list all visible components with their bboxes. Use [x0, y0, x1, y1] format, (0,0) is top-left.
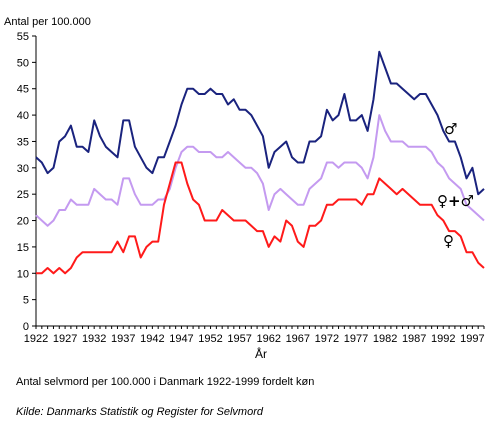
y-axis-ticks: 0 5 10 15 20 25 30 35 40 45 50 55: [17, 31, 36, 333]
suicide-rate-chart: Antal per 100.000 0 5 10 15 20 25 30 35 40 45 50 55…: [4, 16, 485, 361]
series-label-male: ♂: [444, 120, 457, 138]
x-tick-label: 1937: [111, 333, 135, 345]
y-tick-label: 10: [17, 268, 29, 280]
x-tick-label: 1982: [373, 333, 397, 345]
y-tick-label: 5: [23, 295, 29, 307]
y-tick-label: 30: [17, 163, 29, 175]
y-tick-label: 25: [17, 189, 29, 201]
x-tick-label: 1962: [256, 333, 280, 345]
chart-caption: Antal selvmord per 100.000 i Danmark 192…: [16, 376, 315, 388]
x-tick-label: 1922: [24, 333, 48, 345]
x-tick-label: 1992: [431, 333, 455, 345]
series-line-2: [36, 161, 485, 275]
y-tick-label: 0: [23, 321, 29, 333]
y-tick-label: 40: [17, 110, 29, 122]
x-tick-label: 1967: [286, 333, 310, 345]
y-tick-label: 35: [17, 136, 29, 148]
y-axis-title: Antal per 100.000: [4, 16, 91, 28]
x-tick-label: 1952: [198, 333, 222, 345]
series-line-0: [35, 50, 485, 196]
y-tick-label: 15: [17, 242, 29, 254]
x-tick-label: 1977: [344, 333, 368, 345]
x-tick-label: 1972: [315, 333, 339, 345]
x-axis-title: År: [255, 346, 267, 361]
y-tick-label: 45: [17, 84, 29, 96]
series-label-total: ♀+♂: [437, 192, 474, 210]
x-axis-ticks: 1922 1927 1932 1937 1942 1947 1952 1957 1962 1967…: [24, 326, 485, 345]
x-tick-label: 1957: [227, 333, 251, 345]
series-lines: [35, 50, 485, 275]
y-tick-label: 50: [17, 57, 29, 69]
x-tick-label: 1947: [169, 333, 193, 345]
x-tick-label: 1987: [402, 333, 426, 345]
series-label-female: ♀: [443, 232, 454, 250]
x-tick-label: 1927: [53, 333, 77, 345]
chart-source: Kilde: Danmarks Statistik og Register fo…: [16, 406, 263, 418]
x-tick-label: 1932: [82, 333, 106, 345]
y-tick-label: 55: [17, 31, 29, 43]
y-tick-label: 20: [17, 216, 29, 228]
x-tick-label: 1942: [140, 333, 164, 345]
series-line-1: [35, 114, 485, 227]
x-tick-label: 1997: [460, 333, 484, 345]
